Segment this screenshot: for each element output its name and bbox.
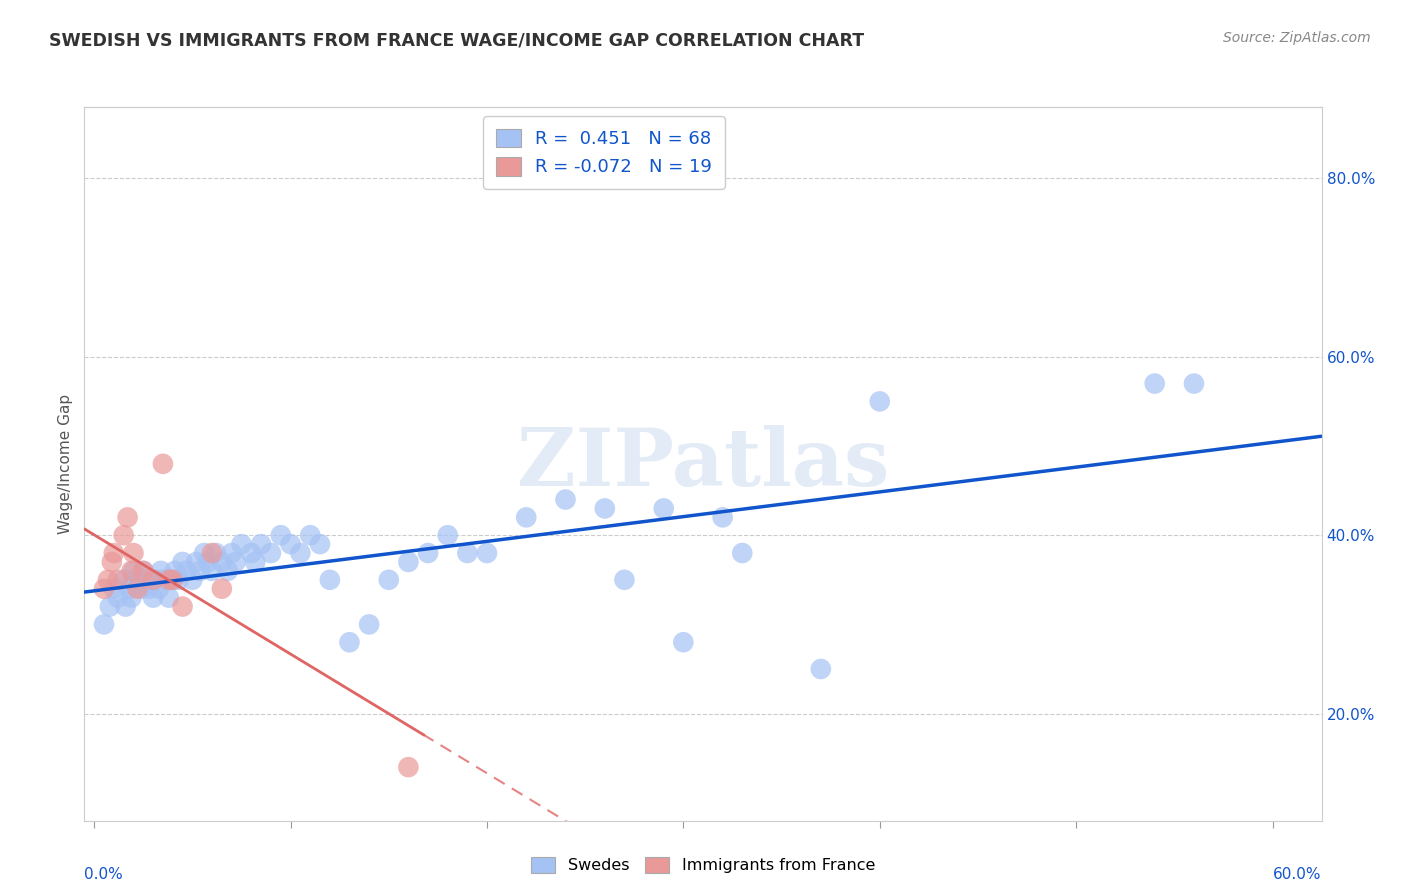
Point [221, 546, 243, 560]
Text: ZIPatlas: ZIPatlas [517, 425, 889, 503]
Point [112, 528, 135, 542]
Point [117, 510, 139, 524]
Text: 0.0%: 0.0% [84, 867, 124, 882]
Point [163, 564, 186, 578]
Point [162, 573, 184, 587]
Point [201, 564, 224, 578]
Point [121, 591, 143, 605]
Point [280, 537, 302, 551]
Point [118, 582, 141, 596]
Point [593, 501, 616, 516]
Point [157, 573, 180, 587]
Point [148, 582, 170, 596]
Point [127, 573, 149, 587]
Point [122, 564, 145, 578]
Point [127, 582, 149, 596]
Point [299, 528, 322, 542]
Point [188, 564, 211, 578]
Text: 60.0%: 60.0% [1274, 867, 1322, 882]
Point [319, 573, 342, 587]
Text: Source: ZipAtlas.com: Source: ZipAtlas.com [1223, 31, 1371, 45]
Point [97, 573, 120, 587]
Point [143, 573, 166, 587]
Point [339, 635, 361, 649]
Point [112, 573, 135, 587]
Text: SWEDISH VS IMMIGRANTS FROM FRANCE WAGE/INCOME GAP CORRELATION CHART: SWEDISH VS IMMIGRANTS FROM FRANCE WAGE/I… [49, 31, 865, 49]
Point [201, 546, 224, 560]
Point [107, 591, 129, 605]
Y-axis label: Wage/Income Gap: Wage/Income Gap [58, 393, 73, 534]
Point [245, 555, 267, 569]
Point [240, 546, 263, 560]
Point [456, 546, 478, 560]
Point [122, 573, 145, 587]
Point [378, 573, 401, 587]
Point [132, 564, 155, 578]
Point [186, 555, 208, 569]
Point [132, 564, 155, 578]
Point [93, 617, 115, 632]
Point [309, 537, 332, 551]
Point [554, 492, 576, 507]
Point [869, 394, 891, 409]
Point [98, 599, 121, 614]
Point [167, 573, 190, 587]
Point [131, 582, 153, 596]
Point [217, 564, 239, 578]
Point [672, 635, 695, 649]
Point [1143, 376, 1166, 391]
Point [515, 510, 537, 524]
Point [103, 582, 125, 596]
Point [172, 599, 194, 614]
Point [152, 457, 174, 471]
Point [176, 564, 198, 578]
Point [122, 546, 145, 560]
Point [121, 564, 143, 578]
Point [162, 573, 184, 587]
Point [142, 591, 165, 605]
Point [731, 546, 754, 560]
Point [810, 662, 832, 676]
Point [152, 573, 174, 587]
Point [211, 582, 233, 596]
Point [157, 591, 180, 605]
Point [416, 546, 439, 560]
Point [211, 555, 233, 569]
Point [193, 546, 215, 560]
Point [138, 582, 160, 596]
Point [652, 501, 675, 516]
Point [136, 573, 159, 587]
Point [1182, 376, 1205, 391]
Point [197, 555, 219, 569]
Point [290, 546, 312, 560]
Point [93, 582, 115, 596]
Point [181, 573, 204, 587]
Point [101, 555, 124, 569]
Point [114, 599, 136, 614]
Point [149, 564, 172, 578]
Point [142, 573, 165, 587]
Point [359, 617, 381, 632]
Point [270, 528, 292, 542]
Point [260, 546, 283, 560]
Point [107, 573, 129, 587]
Point [711, 510, 734, 524]
Legend: Swedes, Immigrants from France: Swedes, Immigrants from France [524, 850, 882, 880]
Point [436, 528, 458, 542]
Point [250, 537, 273, 551]
Point [172, 555, 194, 569]
Point [396, 555, 419, 569]
Point [225, 555, 247, 569]
Legend: R =  0.451   N = 68, R = -0.072   N = 19: R = 0.451 N = 68, R = -0.072 N = 19 [484, 116, 725, 189]
Point [613, 573, 636, 587]
Point [205, 546, 228, 560]
Point [103, 546, 125, 560]
Point [475, 546, 498, 560]
Point [231, 537, 253, 551]
Point [396, 760, 419, 774]
